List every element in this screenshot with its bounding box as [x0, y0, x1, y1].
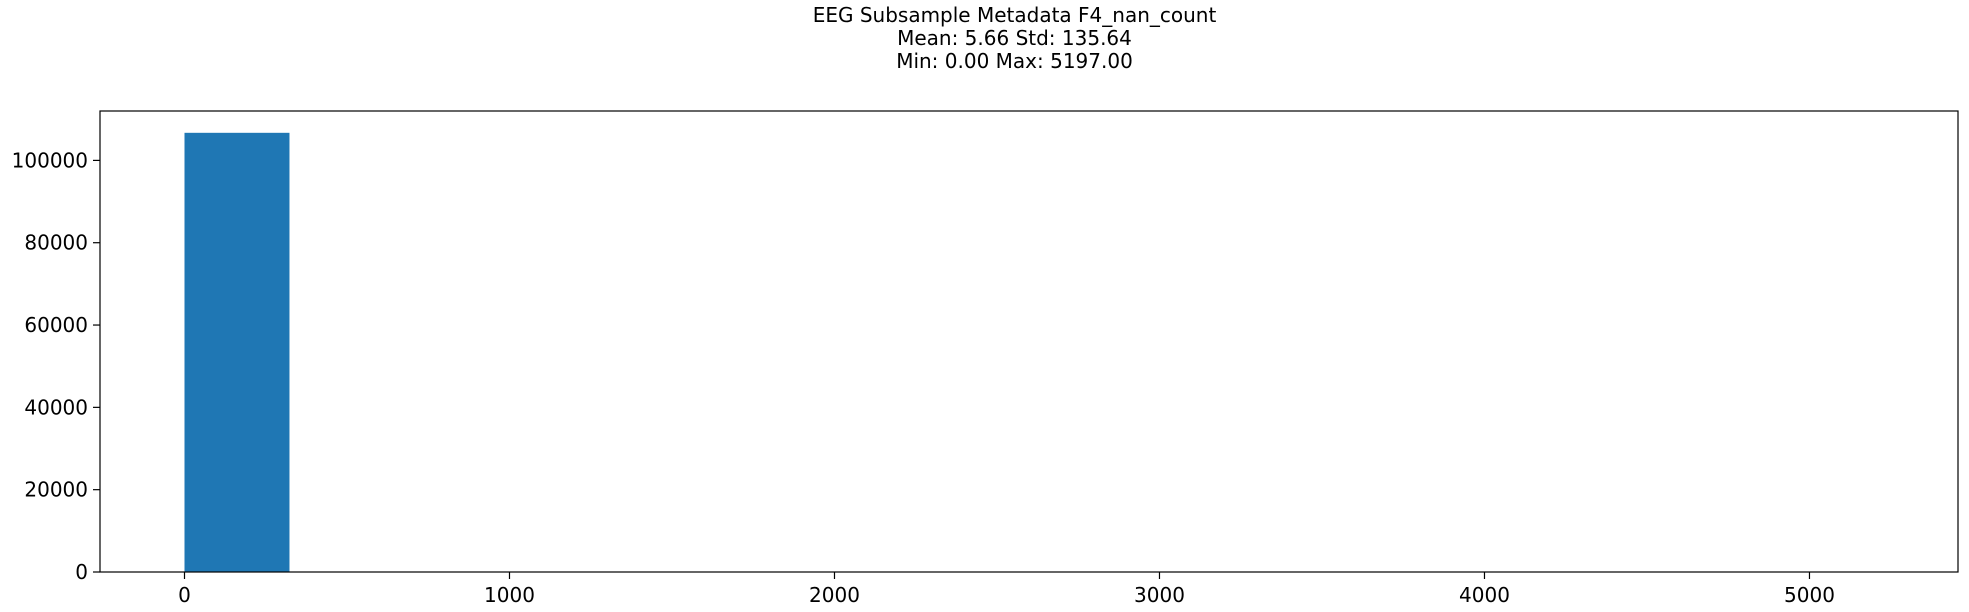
- y-tick-label-3: 60000: [24, 313, 88, 337]
- y-tick-label-0: 0: [75, 560, 88, 584]
- chart-title-line-3: Min: 0.00 Max: 5197.00: [896, 49, 1133, 73]
- chart-title-line-1: EEG Subsample Metadata F4_nan_count: [812, 3, 1217, 27]
- chart-title: EEG Subsample Metadata F4_nan_count Mean…: [30, 4, 1969, 73]
- y-tick-label-1: 20000: [24, 478, 88, 502]
- x-tick-label-5: 5000: [1784, 583, 1835, 607]
- x-axis: 0 1000 2000 3000 4000 5000: [178, 572, 1835, 607]
- bars-layer: [184, 132, 290, 572]
- plot-frame: [99, 110, 1959, 573]
- y-tick-label-2: 40000: [24, 395, 88, 419]
- chart-title-line-2: Mean: 5.66 Std: 135.64: [897, 26, 1132, 50]
- histogram-bar-0: [184, 132, 290, 572]
- x-tick-label-1: 1000: [484, 583, 535, 607]
- x-tick-label-3: 3000: [1134, 583, 1185, 607]
- y-axis: 0 20000 40000 60000 80000 100000: [12, 148, 100, 584]
- x-tick-label-0: 0: [178, 583, 191, 607]
- x-tick-label-4: 4000: [1459, 583, 1510, 607]
- x-tick-label-2: 2000: [809, 583, 860, 607]
- y-tick-label-5: 100000: [12, 148, 88, 172]
- y-tick-label-4: 80000: [24, 231, 88, 255]
